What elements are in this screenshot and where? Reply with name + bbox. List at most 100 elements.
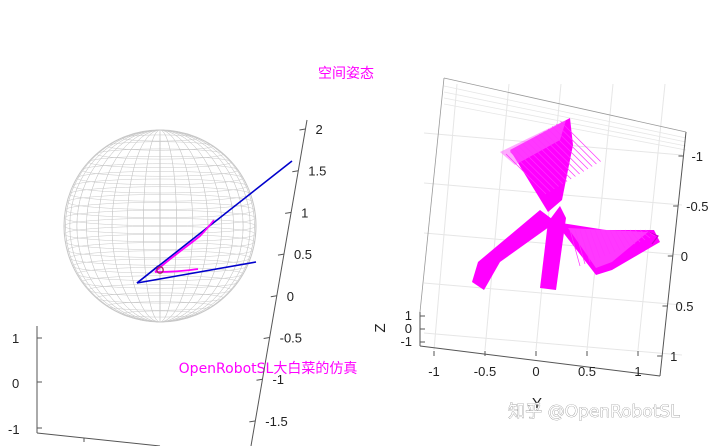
sphere-latitude — [63, 218, 257, 234]
swept-hatch-line — [579, 229, 591, 263]
sphere-latitude — [88, 284, 232, 296]
right-tick-label: 1 — [670, 349, 677, 364]
right-axis-right — [659, 131, 687, 377]
sphere-latitude — [69, 250, 251, 266]
grid-line — [433, 83, 458, 351]
z-tick-mark — [256, 378, 263, 381]
swept-hatch-line — [556, 123, 597, 165]
y-tick-label: 1 — [634, 364, 641, 379]
frame-axis-1 — [136, 160, 293, 284]
grid-line — [443, 91, 687, 143]
y-tick-label: -0.5 — [474, 364, 496, 379]
frame-axis-2 — [136, 261, 257, 284]
grid-line — [637, 83, 666, 351]
z-tick-mark — [270, 295, 277, 298]
watermark: 知乎 @OpenRobotSL — [508, 402, 680, 422]
swept-hatch-line — [539, 133, 580, 175]
sphere-latitude — [81, 163, 239, 177]
z-tick-label: -1 — [400, 334, 412, 349]
right-tick-label: 0 — [681, 249, 688, 264]
z-axis-line — [250, 119, 308, 446]
swept-hatch-line — [518, 146, 559, 187]
swept-hatch-line — [560, 121, 601, 162]
y-tick-label: 0 — [532, 364, 539, 379]
sphere-meridian — [98, 129, 222, 323]
z-tick-label: -1.5 — [265, 414, 287, 429]
sphere-meridian — [86, 129, 234, 323]
swept-hatch-line — [589, 229, 601, 259]
swept-hatch-line — [599, 229, 611, 255]
sphere-latitude — [66, 242, 254, 258]
sphere-latitude — [76, 171, 244, 185]
sphere-latitude — [88, 156, 232, 168]
right-tick-label: -1 — [691, 149, 703, 164]
sphere-latitude — [121, 310, 199, 318]
sphere-meridian — [65, 129, 255, 323]
z-tick-label: 1.5 — [308, 164, 326, 179]
swept-hatch-line — [644, 229, 656, 237]
swept-hatch-line — [547, 128, 589, 170]
right-axis-left — [419, 77, 445, 313]
swept-hatch-line — [505, 153, 547, 195]
z-tick-label: 0 — [405, 321, 412, 336]
sphere-latitude — [65, 202, 255, 218]
sphere-mesh — [63, 129, 257, 323]
sphere-latitude — [72, 258, 248, 274]
swept-hatch-line — [569, 229, 581, 267]
grid-line — [423, 332, 683, 356]
swept-wedge-upper-hatch — [500, 120, 566, 165]
swept-pose-surface — [472, 118, 660, 290]
z-tick-label: 1 — [405, 308, 412, 323]
lower-left-x-axis — [36, 432, 161, 446]
sphere-meridian — [111, 129, 209, 323]
z-tick-mark — [277, 253, 285, 256]
swept-hatch-line — [509, 151, 551, 192]
figure-title: 空间姿态 — [318, 66, 374, 82]
y-tick-label: 0.5 — [578, 364, 596, 379]
sphere-meridian — [159, 129, 161, 323]
z-tick-label: 0 — [287, 289, 294, 304]
grid-line — [443, 85, 687, 139]
swept-hatch-line — [604, 229, 616, 253]
swept-hatch-line — [530, 138, 572, 180]
sphere-latitude — [64, 226, 256, 242]
swept-hatch-line — [624, 229, 636, 245]
sphere-latitude — [66, 194, 254, 210]
grid-line — [586, 83, 614, 351]
sphere-latitude — [69, 186, 251, 202]
swept-hatch-line — [526, 141, 568, 182]
sphere-meridian — [111, 129, 209, 323]
lower-left-tick-label: -1 — [8, 422, 20, 437]
lower-left-plot: 1 0 -1 — [8, 326, 161, 446]
simulation-title: OpenRobotSL大白菜的仿真 — [179, 361, 358, 377]
swept-hatch-line — [551, 126, 593, 167]
swept-hatch-line — [629, 229, 641, 243]
z-tick-label: -0.5 — [280, 331, 302, 346]
sphere-meridian — [69, 129, 251, 323]
y-tick-label: -1 — [428, 364, 440, 379]
sphere-plot: 2 1.5 1 0.5 0 -0.5 -1 -1.5 — [63, 119, 326, 446]
right-axis-bottom — [419, 345, 661, 377]
swept-hatch-line — [639, 229, 651, 239]
lower-left-tick-label: 1 — [12, 331, 19, 346]
sphere-meridian — [86, 129, 234, 323]
swept-edge-detail — [647, 231, 659, 245]
frame-axis-3 — [136, 265, 159, 284]
sphere-latitude — [65, 234, 255, 250]
swept-arm-left — [472, 210, 556, 290]
z-tick-label: -1 — [272, 372, 284, 387]
lower-left-tick-label: 0 — [12, 376, 19, 391]
grid-line — [423, 282, 683, 306]
sphere-latitude — [121, 134, 199, 142]
z-tick-mark — [263, 337, 270, 339]
trajectory-curve — [154, 219, 215, 273]
grid-line — [484, 83, 510, 351]
swept-hatch-line — [584, 229, 596, 261]
trajectory-origin — [156, 266, 164, 274]
sphere-meridian — [143, 129, 177, 323]
swept-hatch-line — [594, 229, 606, 257]
swept-hatch-line — [634, 229, 646, 241]
right-tick-label: 0.5 — [675, 299, 693, 314]
